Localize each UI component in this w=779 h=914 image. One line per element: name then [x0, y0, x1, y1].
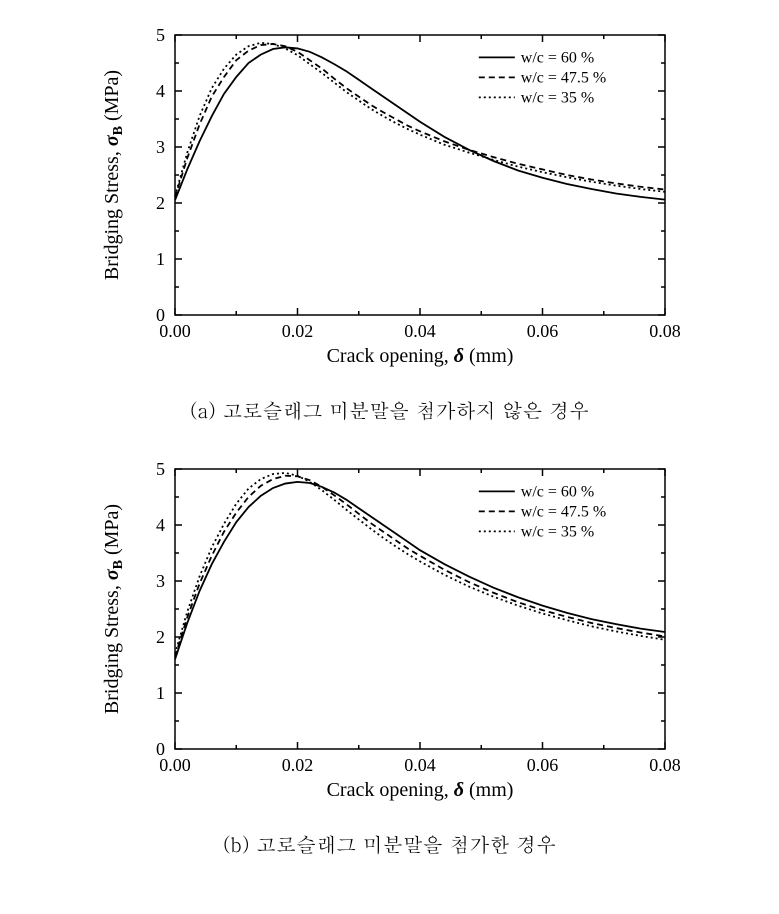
- y-axis-title: Bridging Stress, σB (MPa): [101, 504, 126, 714]
- legend-label-0: w/c = 60 %: [520, 483, 593, 500]
- y-tick-label: 4: [156, 81, 165, 101]
- figure-container: 0.000.020.040.060.08012345Crack opening,…: [20, 20, 759, 858]
- x-axis-title: Crack opening, δ (mm): [326, 779, 513, 801]
- x-tick-label: 0.08: [649, 755, 681, 775]
- y-tick-label: 0: [156, 739, 165, 759]
- legend-label-0: w/c = 60 %: [520, 49, 593, 66]
- legend-label-2: w/c = 35 %: [520, 523, 593, 540]
- y-tick-label: 2: [156, 627, 165, 647]
- legend-label-1: w/c = 47.5 %: [520, 69, 605, 86]
- svg-text:Bridging Stress, σB (MPa): Bridging Stress, σB (MPa): [101, 504, 126, 714]
- legend-label-1: w/c = 47.5 %: [520, 503, 605, 520]
- x-tick-label: 0.04: [404, 321, 436, 341]
- x-tick-label: 0.02: [281, 755, 313, 775]
- svg-text:Bridging Stress, σB (MPa): Bridging Stress, σB (MPa): [101, 70, 126, 280]
- y-tick-label: 0: [156, 305, 165, 325]
- chart-a-svg: 0.000.020.040.060.08012345Crack opening,…: [90, 20, 690, 380]
- y-tick-label: 3: [156, 571, 165, 591]
- legend-label-2: w/c = 35 %: [520, 89, 593, 106]
- y-axis-title: Bridging Stress, σB (MPa): [101, 70, 126, 280]
- chart-b-svg: 0.000.020.040.060.08012345Crack opening,…: [90, 454, 690, 814]
- series-line-1: [175, 44, 665, 197]
- y-tick-label: 3: [156, 137, 165, 157]
- chart-a-block: 0.000.020.040.060.08012345Crack opening,…: [20, 20, 759, 424]
- x-tick-label: 0.08: [649, 321, 681, 341]
- x-tick-label: 0.02: [281, 321, 313, 341]
- x-tick-label: 0.06: [526, 755, 558, 775]
- chart-b-block: 0.000.020.040.060.08012345Crack opening,…: [20, 454, 759, 858]
- x-axis-title: Crack opening, δ (mm): [326, 345, 513, 367]
- y-tick-label: 2: [156, 193, 165, 213]
- y-tick-label: 1: [156, 249, 165, 269]
- chart-b-caption: (b) 고로슬래그 미분말을 첨가한 경우: [20, 829, 759, 858]
- x-tick-label: 0.04: [404, 755, 436, 775]
- y-tick-label: 1: [156, 683, 165, 703]
- chart-a-caption: (a) 고로슬래그 미분말을 첨가하지 않은 경우: [20, 395, 759, 424]
- x-tick-label: 0.06: [526, 321, 558, 341]
- y-tick-label: 5: [156, 459, 165, 479]
- y-tick-label: 4: [156, 515, 165, 535]
- y-tick-label: 5: [156, 25, 165, 45]
